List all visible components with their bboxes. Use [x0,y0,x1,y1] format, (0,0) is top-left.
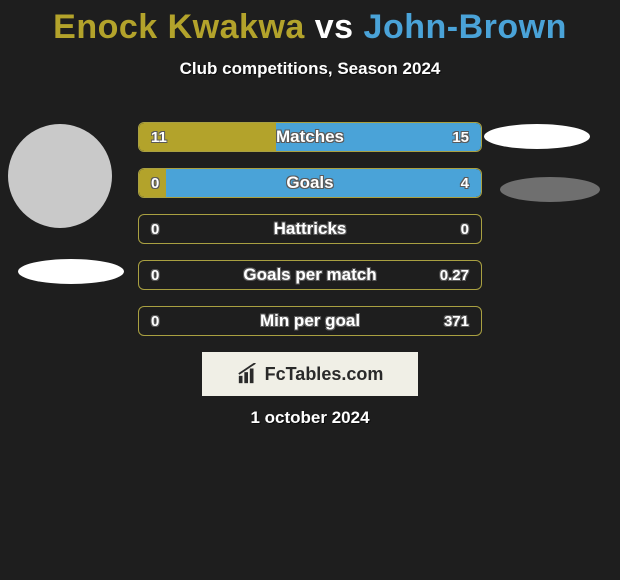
bar-fill-left [139,123,276,151]
chart-icon [237,363,259,385]
page-title: Enock Kwakwa vs John-Brown [0,0,620,47]
bar-row: Min per goal0 371 [138,306,482,336]
bar-fill-left [139,169,166,197]
bar-value-left: 0 [151,307,159,335]
comparison-bars: Matches1115Goals04Hattricks00Goals per m… [138,122,482,352]
bar-value-left: 0 [151,261,159,289]
bar-row: Hattricks0 0 [138,214,482,244]
bar-row: Goals04 [138,168,482,198]
subtitle: Club competitions, Season 2024 [0,59,620,79]
bar-fill-right [276,123,481,151]
player1-avatar-shadow [18,259,124,284]
player2-avatar-shadow-top [484,124,590,149]
vs-word: vs [315,8,354,46]
date-line: 1 october 2024 [0,408,620,428]
logo-box: FcTables.com [202,352,418,396]
bar-row: Matches1115 [138,122,482,152]
bar-label: Hattricks [139,215,481,243]
player2-name: John-Brown [364,8,567,46]
bar-label: Goals per match [139,261,481,289]
bar-row: Goals per match0 0.27 [138,260,482,290]
bar-value-right: 0 [461,215,469,243]
player1-avatar-placeholder [8,124,112,228]
player1-name: Enock Kwakwa [53,8,305,46]
player2-avatar-shadow-bottom [500,177,600,202]
logo-text: FcTables.com [265,364,384,385]
bar-value-right: 0.27 [440,261,469,289]
bar-fill-right [166,169,481,197]
bar-label: Min per goal [139,307,481,335]
bar-value-right: 371 [444,307,469,335]
bar-value-left: 0 [151,215,159,243]
